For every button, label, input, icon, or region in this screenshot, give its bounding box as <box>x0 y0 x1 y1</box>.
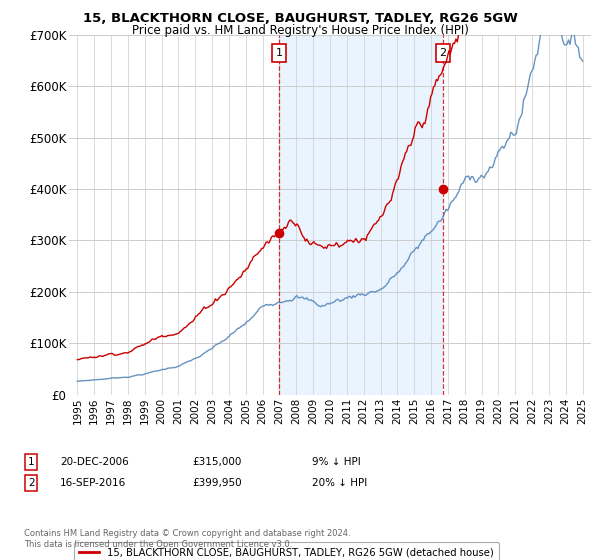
Text: 9% ↓ HPI: 9% ↓ HPI <box>312 457 361 467</box>
Text: 16-SEP-2016: 16-SEP-2016 <box>60 478 126 488</box>
Bar <box>279 35 443 395</box>
Text: 2: 2 <box>439 48 446 58</box>
Text: Price paid vs. HM Land Registry's House Price Index (HPI): Price paid vs. HM Land Registry's House … <box>131 24 469 37</box>
Text: 2: 2 <box>28 478 35 488</box>
Text: 15, BLACKTHORN CLOSE, BAUGHURST, TADLEY, RG26 5GW: 15, BLACKTHORN CLOSE, BAUGHURST, TADLEY,… <box>83 12 517 25</box>
Text: 20-DEC-2006: 20-DEC-2006 <box>60 457 129 467</box>
Text: £399,950: £399,950 <box>192 478 242 488</box>
Text: 1: 1 <box>28 457 35 467</box>
Text: 20% ↓ HPI: 20% ↓ HPI <box>312 478 367 488</box>
Text: Contains HM Land Registry data © Crown copyright and database right 2024.
This d: Contains HM Land Registry data © Crown c… <box>24 529 350 549</box>
Text: £315,000: £315,000 <box>192 457 241 467</box>
Legend: 15, BLACKTHORN CLOSE, BAUGHURST, TADLEY, RG26 5GW (detached house), HPI: Average: 15, BLACKTHORN CLOSE, BAUGHURST, TADLEY,… <box>74 542 499 560</box>
Text: 1: 1 <box>275 48 283 58</box>
